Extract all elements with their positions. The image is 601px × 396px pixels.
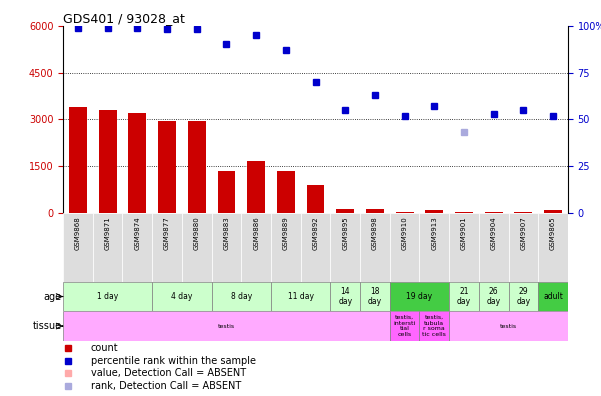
- Bar: [307, 185, 325, 213]
- Bar: [63, 311, 390, 341]
- Bar: [212, 213, 241, 282]
- Text: rank, Detection Call = ABSENT: rank, Detection Call = ABSENT: [91, 381, 241, 391]
- Bar: [449, 311, 568, 341]
- Text: tissue: tissue: [32, 321, 62, 331]
- Bar: [508, 213, 538, 282]
- Bar: [419, 213, 449, 282]
- Bar: [271, 213, 300, 282]
- Text: GSM9883: GSM9883: [224, 216, 230, 250]
- Text: GSM9886: GSM9886: [253, 216, 259, 250]
- Bar: [538, 282, 568, 311]
- Text: GSM9907: GSM9907: [520, 216, 526, 250]
- Bar: [455, 211, 473, 213]
- Text: 21
day: 21 day: [457, 287, 471, 306]
- Bar: [93, 213, 123, 282]
- Text: 4 day: 4 day: [171, 292, 192, 301]
- Bar: [544, 210, 562, 213]
- Text: percentile rank within the sample: percentile rank within the sample: [91, 356, 256, 366]
- Text: GSM9898: GSM9898: [372, 216, 378, 250]
- Bar: [485, 212, 502, 213]
- Text: GSM9877: GSM9877: [164, 216, 170, 250]
- Bar: [419, 311, 449, 341]
- Bar: [331, 282, 360, 311]
- Bar: [337, 209, 354, 213]
- Text: value, Detection Call = ABSENT: value, Detection Call = ABSENT: [91, 368, 246, 378]
- Text: GSM9865: GSM9865: [550, 216, 556, 250]
- Bar: [99, 110, 117, 213]
- Bar: [123, 213, 152, 282]
- Bar: [271, 282, 331, 311]
- Bar: [158, 121, 176, 213]
- Bar: [366, 209, 384, 213]
- Text: GSM9895: GSM9895: [342, 216, 348, 250]
- Text: 18
day: 18 day: [368, 287, 382, 306]
- Bar: [300, 213, 331, 282]
- Text: GSM9871: GSM9871: [105, 216, 111, 250]
- Bar: [514, 212, 532, 213]
- Text: testis,
intersti
tial
cells: testis, intersti tial cells: [394, 315, 416, 337]
- Bar: [449, 282, 479, 311]
- Bar: [390, 282, 449, 311]
- Bar: [426, 210, 443, 213]
- Text: 29
day: 29 day: [516, 287, 531, 306]
- Text: 19 day: 19 day: [406, 292, 433, 301]
- Bar: [395, 212, 413, 213]
- Text: 26
day: 26 day: [487, 287, 501, 306]
- Text: GSM9892: GSM9892: [313, 216, 319, 250]
- Bar: [188, 121, 206, 213]
- Bar: [63, 282, 152, 311]
- Bar: [152, 213, 182, 282]
- Bar: [360, 282, 390, 311]
- Text: testis,
tubula
r soma
tic cells: testis, tubula r soma tic cells: [423, 315, 447, 337]
- Bar: [390, 213, 419, 282]
- Text: GSM9910: GSM9910: [401, 216, 407, 250]
- Text: GSM9904: GSM9904: [490, 216, 496, 250]
- Bar: [449, 213, 479, 282]
- Bar: [241, 213, 271, 282]
- Text: count: count: [91, 343, 118, 353]
- Text: testis: testis: [218, 324, 235, 329]
- Bar: [218, 171, 236, 213]
- Bar: [129, 113, 146, 213]
- Text: GSM9901: GSM9901: [461, 216, 467, 250]
- Bar: [360, 213, 390, 282]
- Text: GSM9868: GSM9868: [75, 216, 81, 250]
- Bar: [63, 213, 93, 282]
- Bar: [479, 213, 508, 282]
- Text: GSM9889: GSM9889: [283, 216, 289, 250]
- Text: adult: adult: [543, 292, 563, 301]
- Bar: [331, 213, 360, 282]
- Text: 14
day: 14 day: [338, 287, 352, 306]
- Bar: [479, 282, 508, 311]
- Text: 8 day: 8 day: [231, 292, 252, 301]
- Bar: [247, 162, 265, 213]
- Bar: [508, 282, 538, 311]
- Text: GSM9913: GSM9913: [432, 216, 438, 250]
- Text: 1 day: 1 day: [97, 292, 118, 301]
- Text: GSM9874: GSM9874: [135, 216, 141, 250]
- Text: GDS401 / 93028_at: GDS401 / 93028_at: [63, 11, 185, 25]
- Text: age: age: [43, 291, 62, 301]
- Bar: [390, 311, 419, 341]
- Bar: [538, 213, 568, 282]
- Text: testis: testis: [500, 324, 517, 329]
- Bar: [277, 171, 294, 213]
- Text: 11 day: 11 day: [288, 292, 314, 301]
- Bar: [182, 213, 212, 282]
- Bar: [69, 107, 87, 213]
- Bar: [212, 282, 271, 311]
- Text: GSM9880: GSM9880: [194, 216, 200, 250]
- Bar: [152, 282, 212, 311]
